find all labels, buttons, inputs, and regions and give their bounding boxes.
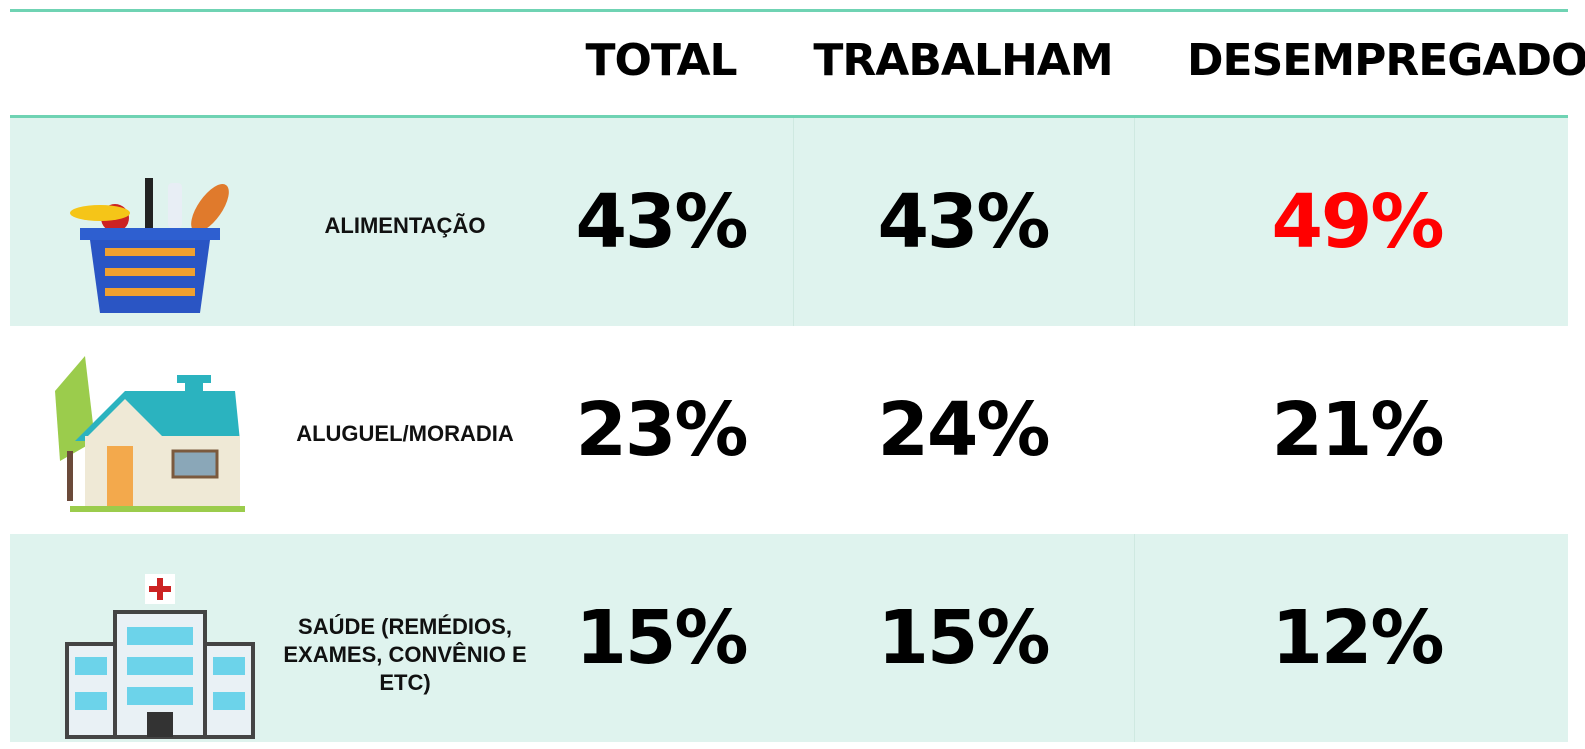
column-header: TRABALHAM xyxy=(813,35,1113,86)
cell-value: 23% xyxy=(575,387,748,473)
cell-value: 12% xyxy=(1271,595,1444,681)
row-label: ALUGUEL/MORADIA xyxy=(296,421,514,447)
column-separator xyxy=(1134,534,1135,742)
row-label: ALIMENTAÇÃO xyxy=(324,213,486,239)
table-row: ALIMENTAÇÃO 43% 43% 49% xyxy=(10,118,1568,326)
top-rule xyxy=(10,9,1568,12)
column-header: TOTAL xyxy=(585,35,737,86)
cell-value: 49% xyxy=(1271,179,1444,265)
cell-value: 15% xyxy=(575,595,748,681)
table-row: SAÚDE (REMÉDIOS, EXAMES, CONVÊNIO E ETC)… xyxy=(10,534,1568,742)
cell-value: 15% xyxy=(877,595,1050,681)
table-row: ALUGUEL/MORADIA 23% 24% 21% xyxy=(10,326,1568,534)
column-separator xyxy=(1134,118,1135,326)
basket-icon xyxy=(70,178,229,313)
cell-value: 43% xyxy=(575,179,748,265)
hospital-icon xyxy=(65,574,255,739)
house-icon xyxy=(55,356,245,512)
header-rule xyxy=(10,115,1568,118)
cell-value: 43% xyxy=(877,179,1050,265)
cell-value: 21% xyxy=(1271,387,1444,473)
column-header: DESEMPREGADOS xyxy=(1187,35,1585,86)
row-label: SAÚDE (REMÉDIOS, EXAMES, CONVÊNIO E ETC) xyxy=(283,613,527,695)
cell-value: 24% xyxy=(877,387,1050,473)
column-separator xyxy=(793,118,794,326)
